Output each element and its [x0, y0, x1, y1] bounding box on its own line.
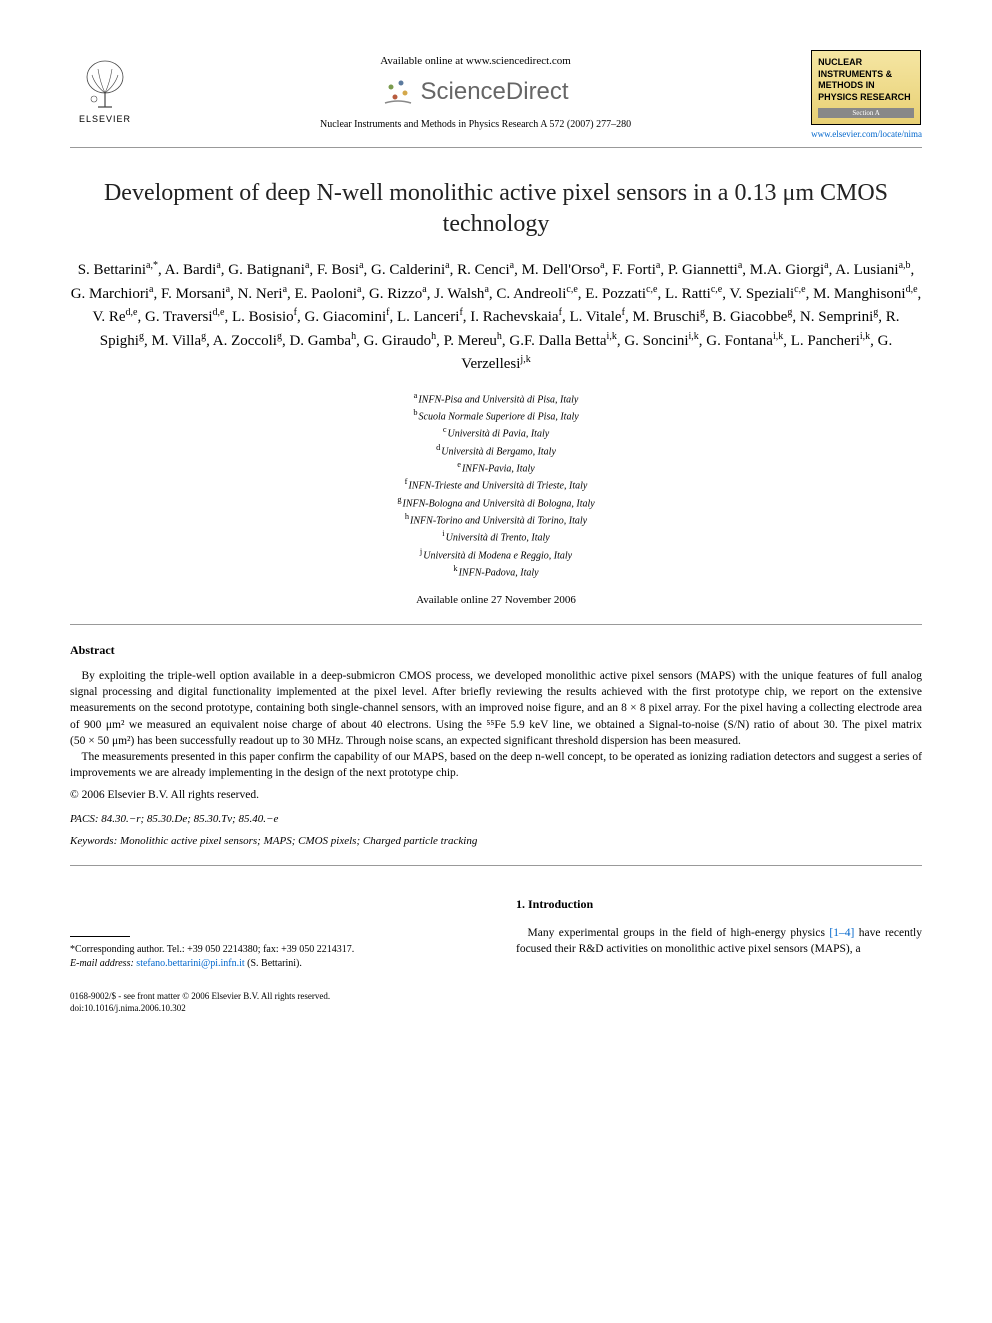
footnote-tel-fax: *Corresponding author. Tel.: +39 050 221… — [70, 943, 476, 957]
abstract-paragraph-2: The measurements presented in this paper… — [70, 749, 922, 781]
footnote-rule — [70, 936, 130, 937]
affiliation-item: aINFN-Pisa and Università di Pisa, Italy — [70, 390, 922, 407]
affiliation-item: cUniversità di Pavia, Italy — [70, 424, 922, 441]
keywords-text: Monolithic active pixel sensors; MAPS; C… — [120, 835, 477, 847]
abstract-top-rule — [70, 624, 922, 625]
journal-box-section: Section A — [818, 108, 914, 118]
sciencedirect-logo: ScienceDirect — [140, 77, 811, 107]
email-suffix: (S. Bettarini). — [247, 958, 302, 969]
affiliation-item: gINFN-Bologna and Università di Bologna,… — [70, 494, 922, 511]
sd-dots-icon — [383, 77, 413, 107]
page-header: ELSEVIER Available online at www.science… — [70, 50, 922, 139]
footnote-email-line: E-mail address: stefano.bettarini@pi.inf… — [70, 957, 476, 971]
journal-cover-box: NUCLEAR INSTRUMENTS & METHODS IN PHYSICS… — [811, 50, 921, 125]
introduction-paragraph: Many experimental groups in the field of… — [516, 925, 922, 957]
pacs-codes: 84.30.−r; 85.30.De; 85.30.Tv; 85.40.−e — [101, 813, 278, 825]
elsevier-label: ELSEVIER — [79, 114, 131, 124]
pl -link[interactable]: stefano.bettarini@pi.infn.it — [136, 958, 244, 969]
affiliation-item: eINFN-Pavia, Italy — [70, 459, 922, 476]
sd-brand-text: ScienceDirect — [421, 78, 569, 106]
available-online-text: Available online at www.sciencedirect.co… — [140, 55, 811, 67]
two-column-area: *Corresponding author. Tel.: +39 050 221… — [70, 896, 922, 1014]
issn-footer: 0168-9002/$ - see front matter © 2006 El… — [70, 991, 476, 1014]
footer-line-2: doi:10.1016/j.nima.2006.10.302 — [70, 1003, 476, 1015]
citation-link[interactable]: [1–4] — [829, 927, 854, 939]
article-title: Development of deep N-well monolithic ac… — [70, 178, 922, 240]
introduction-text: Many experimental groups in the field of… — [516, 925, 922, 957]
introduction-heading: 1. Introduction — [516, 896, 922, 913]
pacs-label: PACS: — [70, 813, 99, 825]
affiliation-item: bScuola Normale Superiore di Pisa, Italy — [70, 407, 922, 424]
affiliation-item: jUniversità di Modena e Reggio, Italy — [70, 546, 922, 563]
keywords-label: Keywords: — [70, 835, 117, 847]
journal-box-title: NUCLEAR INSTRUMENTS & METHODS IN PHYSICS… — [818, 57, 914, 104]
elsevier-tree-icon — [80, 57, 130, 112]
affiliation-item: iUniversità di Trento, Italy — [70, 528, 922, 545]
email-label: E-mail address: — [70, 958, 134, 969]
left-column: *Corresponding author. Tel.: +39 050 221… — [70, 896, 476, 1014]
elsevier-logo: ELSEVIER — [70, 50, 140, 130]
authors-list: S. Bettarinia,*, A. Bardia, G. Batignani… — [70, 258, 922, 376]
keywords-line: Keywords: Monolithic active pixel sensor… — [70, 835, 922, 847]
affiliations-list: aINFN-Pisa and Università di Pisa, Italy… — [70, 390, 922, 581]
journal-reference: Nuclear Instruments and Methods in Physi… — [140, 119, 811, 130]
pacs-line: PACS: 84.30.−r; 85.30.De; 85.30.Tv; 85.4… — [70, 813, 922, 825]
abstract-body: By exploiting the triple-well option ava… — [70, 668, 922, 781]
affiliation-item: kINFN-Padova, Italy — [70, 563, 922, 580]
copyright-line: © 2006 Elsevier B.V. All rights reserved… — [70, 789, 922, 801]
affiliation-item: dUniversità di Bergamo, Italy — [70, 442, 922, 459]
right-column: 1. Introduction Many experimental groups… — [516, 896, 922, 1014]
journal-url-link[interactable]: www.elsevier.com/locate/nima — [811, 129, 922, 139]
abstract-heading: Abstract — [70, 643, 922, 658]
affiliation-item: fINFN-Trieste and Università di Trieste,… — [70, 476, 922, 493]
corresponding-author-footnote: *Corresponding author. Tel.: +39 050 221… — [70, 943, 476, 971]
center-header: Available online at www.sciencedirect.co… — [140, 50, 811, 130]
header-separator — [70, 147, 922, 148]
journal-box-wrapper: NUCLEAR INSTRUMENTS & METHODS IN PHYSICS… — [811, 50, 922, 139]
footer-line-1: 0168-9002/$ - see front matter © 2006 El… — [70, 991, 476, 1003]
abstract-paragraph-1: By exploiting the triple-well option ava… — [70, 668, 922, 748]
abstract-bottom-rule — [70, 865, 922, 866]
affiliation-item: hINFN-Torino and Università di Torino, I… — [70, 511, 922, 528]
available-online-date: Available online 27 November 2006 — [70, 594, 922, 606]
